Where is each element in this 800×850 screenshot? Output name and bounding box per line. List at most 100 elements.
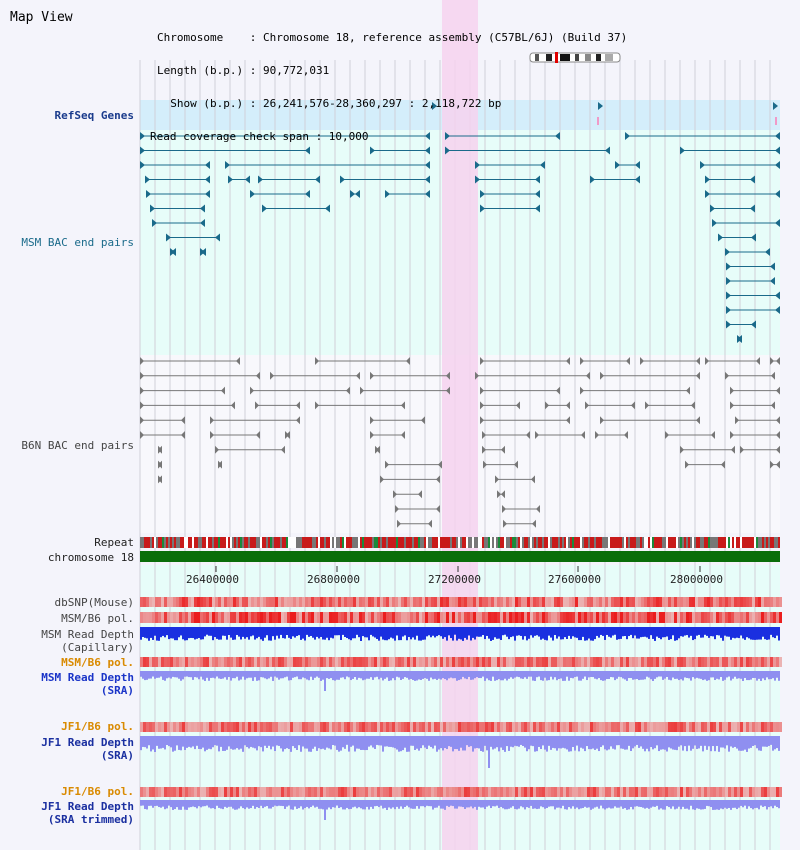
track-label-jf1-depth-sra[interactable]: JF1 Read Depth (SRA): [41, 736, 134, 762]
jf1-b6-pol-cell: [725, 722, 728, 732]
msm-depth-sra-bar: [482, 671, 484, 677]
msm-b6-pol-cell: [347, 612, 350, 623]
msm-b6-pol-cell: [140, 612, 143, 623]
repeat-block: [612, 537, 614, 548]
chromosome-line: Chromosome : Chromosome 18, reference as…: [157, 31, 628, 44]
jf1-depth-trim-bar: [664, 800, 666, 810]
msm-depth-cap-bar: [428, 627, 430, 636]
repeat-block: [718, 537, 720, 548]
jf1-depth-trim-bar: [558, 800, 560, 808]
repeat-block: [640, 537, 642, 548]
jf1-b6-pol-cell: [308, 787, 311, 797]
msm-depth-sra-bar: [140, 671, 142, 677]
msm-b6-pol-cell: [422, 612, 425, 623]
track-label-msm-b6-pol-2[interactable]: MSM/B6 pol.: [61, 656, 134, 669]
jf1-b6-pol-cell: [491, 722, 494, 732]
track-label-jf1-b6-pol-2[interactable]: JF1/B6 pol.: [61, 785, 134, 798]
repeat-block: [222, 537, 224, 548]
msm-depth-cap-bar: [244, 627, 246, 639]
jf1-depth-sra-bar: [418, 736, 420, 751]
msm-depth-cap-bar: [332, 627, 334, 639]
msm-depth-cap-bar: [520, 627, 522, 636]
repeat-block: [366, 537, 368, 548]
msm-depth-cap-bar: [594, 627, 596, 640]
jf1-b6-pol-cell: [197, 787, 200, 797]
dbsnp-cell: [761, 597, 764, 607]
track-label-b6n-bac[interactable]: B6N BAC end pairs: [21, 439, 134, 452]
jf1-depth-trim-bar: [346, 800, 348, 808]
jf1-b6-pol-cell: [566, 722, 569, 732]
dbsnp-cell: [488, 597, 491, 607]
msm-depth-sra-bar: [274, 671, 276, 677]
msm-b6-pol-cell: [239, 612, 242, 623]
msm-bac-end: [775, 291, 780, 300]
jf1-b6-pol-cell: [746, 722, 749, 732]
msm-b6-pol-cell: [290, 657, 293, 667]
msm-b6-pol-cell: [770, 657, 773, 667]
repeat-block: [488, 537, 490, 548]
jf1-b6-pol-cell: [149, 787, 152, 797]
dbsnp-cell: [299, 597, 302, 607]
msm-depth-cap-bar: [470, 627, 472, 641]
jf1-b6-pol-cell: [593, 787, 596, 797]
msm-depth-cap-bar: [696, 627, 698, 636]
jf1-b6-pol-cell: [305, 787, 308, 797]
jf1-b6-pol-cell: [533, 787, 536, 797]
jf1-depth-sra-bar: [244, 736, 246, 746]
msm-b6-pol-cell: [305, 612, 308, 623]
msm-b6-pol-cell: [194, 612, 197, 623]
jf1-b6-pol-cell: [335, 787, 338, 797]
track-label-msm-depth-sra[interactable]: MSM Read Depth (SRA): [41, 671, 134, 697]
track-label-dbsnp[interactable]: dbSNP(Mouse): [54, 596, 134, 609]
jf1-depth-sra-bar: [214, 736, 216, 746]
jf1-b6-pol-cell: [545, 787, 548, 797]
msm-depth-sra-bar: [676, 671, 678, 679]
ideogram-band: [575, 54, 579, 61]
jf1-depth-trim-bar: [290, 800, 292, 810]
msm-b6-pol-cell: [539, 612, 542, 623]
msm-depth-cap-bar: [610, 627, 612, 638]
jf1-b6-pol-cell: [602, 722, 605, 732]
msm-b6-pol-cell: [338, 612, 341, 623]
jf1-b6-pol-cell: [422, 787, 425, 797]
repeat-block: [168, 537, 170, 548]
track-label-jf1-b6-pol-1[interactable]: JF1/B6 pol.: [61, 720, 134, 733]
dbsnp-cell: [398, 597, 401, 607]
dbsnp-cell: [245, 597, 248, 607]
msm-b6-pol-cell: [503, 612, 506, 623]
jf1-depth-trim-bar: [276, 800, 278, 807]
b6n-bac-end: [376, 445, 380, 454]
track-label-refseq[interactable]: RefSeq Genes: [54, 109, 134, 122]
track-label-msm-depth-cap[interactable]: MSM Read Depth (Capillary): [41, 628, 134, 654]
repeat-block: [404, 537, 406, 548]
msm-b6-pol-cell: [596, 657, 599, 667]
msm-b6-pol-cell: [776, 657, 779, 667]
msm-depth-cap-bar: [530, 627, 532, 636]
repeat-block: [530, 537, 532, 548]
jf1-b6-pol-cell: [677, 722, 680, 732]
msm-b6-pol-cell: [350, 657, 353, 667]
track-label-repeat[interactable]: Repeat: [94, 536, 134, 549]
jf1-depth-trim-bar: [572, 800, 574, 807]
b6n-bac-end: [680, 445, 684, 454]
repeat-block: [644, 537, 646, 548]
jf1-b6-pol-cell: [695, 722, 698, 732]
track-label-jf1-depth-trim[interactable]: JF1 Read Depth (SRA trimmed): [41, 800, 134, 826]
track-label-msm-b6-pol-1[interactable]: MSM/B6 pol.: [61, 612, 134, 625]
jf1-depth-trim-bar: [562, 800, 564, 806]
msm-b6-pol-cell: [641, 612, 644, 623]
dbsnp-cell: [704, 597, 707, 607]
msm-b6-pol-cell: [410, 612, 413, 623]
repeat-block: [500, 537, 502, 548]
jf1-b6-pol-cell: [482, 722, 485, 732]
msm-b6-pol-cell: [299, 612, 302, 623]
show-line: Show (b.p.) : 26,241,576-28,360,297 : 2,…: [157, 97, 502, 110]
jf1-depth-trim-bar: [206, 800, 208, 806]
track-label-msm-bac[interactable]: MSM BAC end pairs: [21, 236, 134, 249]
jf1-depth-sra-bar: [628, 736, 630, 746]
jf1-depth-trim-bar: [516, 800, 518, 810]
jf1-depth-sra-bar: [520, 736, 522, 745]
jf1-depth-sra-bar: [460, 736, 462, 748]
msm-b6-pol-cell: [437, 612, 440, 623]
